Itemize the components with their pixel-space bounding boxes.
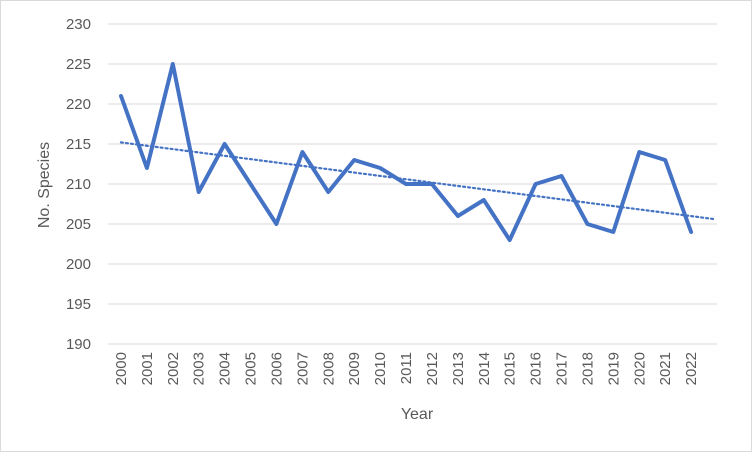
x-tick-label: 2002 <box>165 352 182 385</box>
x-tick-label: 2008 <box>320 352 337 385</box>
trendline <box>121 142 715 219</box>
x-axis-title: Year <box>401 406 434 423</box>
y-tick-label: 210 <box>66 176 91 193</box>
y-tick-label: 215 <box>66 136 91 153</box>
x-tick-label: 2015 <box>502 352 519 385</box>
x-tick-label: 2005 <box>243 352 260 385</box>
y-tick-label: 225 <box>66 56 91 73</box>
x-tick-label: 2012 <box>424 352 441 385</box>
x-tick-label: 2013 <box>450 352 467 385</box>
y-tick-label: 195 <box>66 296 91 313</box>
x-axis-ticks: 2000 2001 2002 2003 2004 2005 2006 2007 2008 2009… <box>113 352 700 385</box>
x-tick-label: 2017 <box>554 352 571 385</box>
x-tick-label: 2001 <box>139 352 156 385</box>
x-tick-label: 2019 <box>605 352 622 385</box>
x-tick-label: 2000 <box>113 352 130 385</box>
y-tick-label: 190 <box>66 336 91 353</box>
x-tick-label: 2021 <box>657 352 674 385</box>
x-tick-label: 2014 <box>476 352 493 385</box>
x-tick-label: 2022 <box>683 352 700 385</box>
x-tick-label: 2020 <box>631 352 648 385</box>
series-layer <box>121 64 691 240</box>
x-tick-label: 2009 <box>346 352 363 385</box>
y-tick-label: 230 <box>66 16 91 33</box>
x-tick-label: 2011 <box>398 352 415 384</box>
y-tick-label: 200 <box>66 256 91 273</box>
x-tick-label: 2006 <box>268 352 285 385</box>
y-axis-title: No. Species <box>36 142 53 228</box>
y-tick-label: 220 <box>66 96 91 113</box>
series-line <box>121 64 691 240</box>
x-tick-label: 2010 <box>372 352 389 385</box>
x-tick-label: 2018 <box>579 352 596 385</box>
y-axis-ticks: 190 195 200 205 210 215 220 225 230 <box>66 16 91 353</box>
trendline-layer <box>121 142 715 219</box>
x-tick-label: 2004 <box>217 352 234 385</box>
x-tick-label: 2003 <box>191 352 208 385</box>
x-tick-label: 2007 <box>294 352 311 385</box>
x-tick-label: 2016 <box>528 352 545 385</box>
y-tick-label: 205 <box>66 216 91 233</box>
